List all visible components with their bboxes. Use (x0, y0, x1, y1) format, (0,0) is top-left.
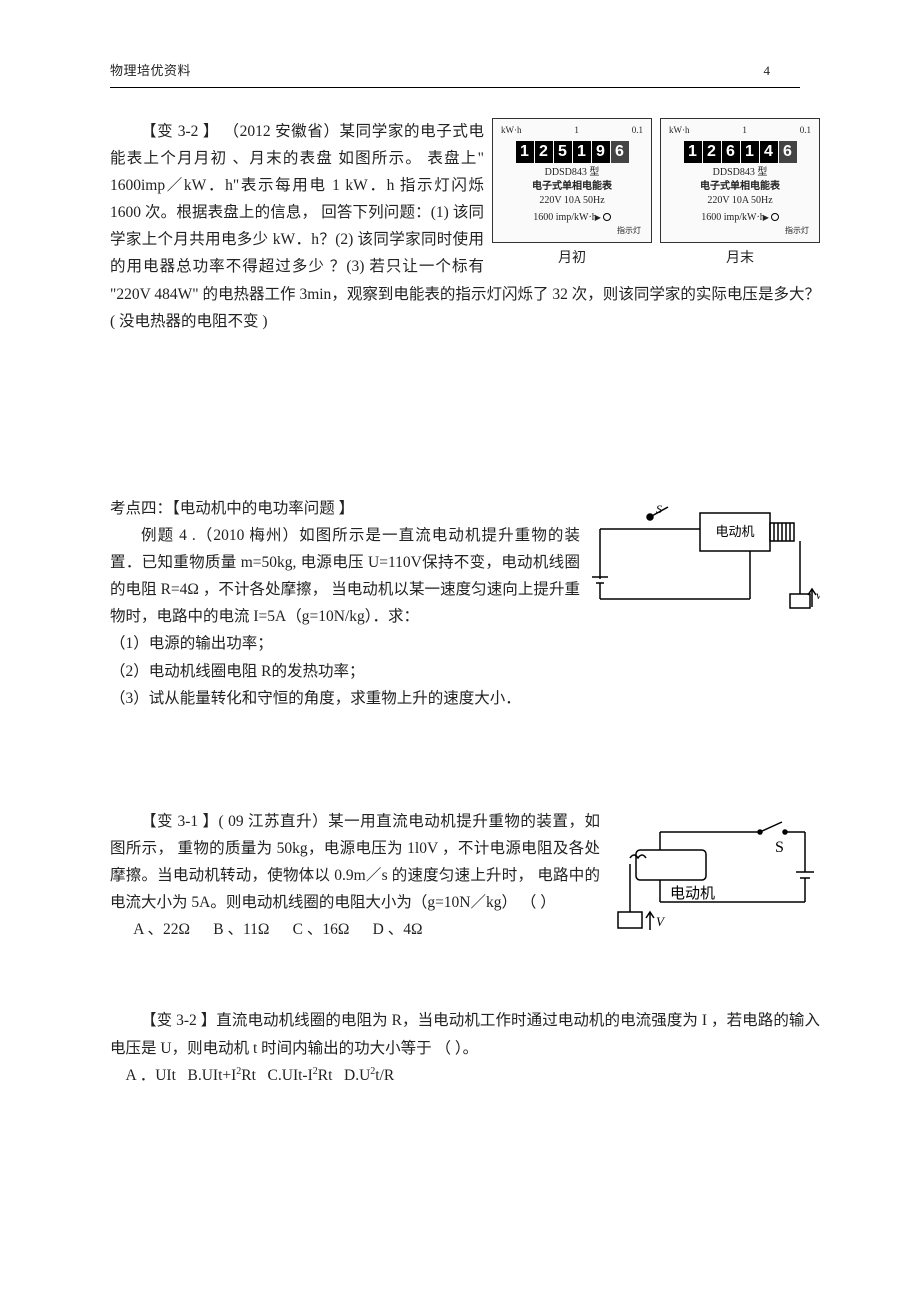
meter-name: 电子式单相电能表 (667, 180, 813, 193)
motor-figure-2: S 电动机 V (610, 812, 820, 942)
switch-label: S (656, 502, 662, 516)
superscript: 2 (370, 1065, 375, 1076)
q2-p1: （1）电源的输出功率； (110, 630, 820, 657)
meter-figure: kW·h 1 0.1 1 2 5 1 9 6 (484, 118, 820, 276)
digit: 1 (684, 141, 702, 163)
meter-model: DDSD843 型 (499, 166, 645, 179)
content: kW·h 1 0.1 1 2 5 1 9 6 (110, 118, 820, 1089)
meter-end-wrap: kW·h 1 0.1 1 2 6 1 4 6 (660, 118, 820, 272)
meter-end-digits: 1 2 6 1 4 6 (667, 141, 813, 163)
digit: 6 (722, 141, 740, 163)
digit: 2 (703, 141, 721, 163)
meter-name: 电子式单相电能表 (499, 180, 645, 193)
q4-options: A ．UIt B.UIt+I2Rt C.UIt-I2Rt D.U2t/R (126, 1062, 821, 1089)
motor-label: 电动机 (670, 885, 715, 902)
page-header: 物理培优资料 4 (110, 60, 800, 88)
q4-lead: 【变 3-2 】直流电动机线圈的电阻为 R，当电动机工作时通过电动机的电流强度为… (110, 1007, 820, 1061)
digit: 4 (760, 141, 778, 163)
page: 物理培优资料 4 kW·h 1 0.1 (0, 0, 920, 1301)
meter-unit: kW·h (669, 123, 690, 139)
page-number: 4 (764, 60, 771, 83)
meter-unit: kW·h (501, 123, 522, 139)
superscript: 2 (236, 1065, 241, 1076)
digit: 6 (779, 141, 797, 163)
digit: 1 (573, 141, 591, 163)
velocity-label: v (816, 588, 820, 602)
digit: 5 (554, 141, 572, 163)
meter-rating: 220V 10A 50Hz (499, 194, 645, 207)
led-icon (771, 213, 779, 221)
meter-scale-1: 1 (574, 123, 579, 139)
meter-rating: 220V 10A 50Hz (667, 194, 813, 207)
digit: 2 (535, 141, 553, 163)
meter-start-wrap: kW·h 1 0.1 1 2 5 1 9 6 (492, 118, 652, 272)
motor-label: 电动机 (715, 524, 754, 539)
meter-scale-01: 0.1 (632, 123, 643, 139)
digit: 6 (611, 141, 629, 163)
q2-p3: （3）试从能量转化和守恒的角度，求重物上升的速度大小． (110, 685, 820, 712)
q3-optB: B 、11Ω (213, 921, 269, 938)
switch-label: S (775, 839, 784, 856)
meter-end-caption: 月末 (660, 247, 820, 272)
digit: 1 (516, 141, 534, 163)
question-2-block: 电动机 S v 考点四：【电动机中的电功率问题 】 例题 4 .（2010 梅州… (110, 495, 820, 712)
meter-led-label: 指示灯 (499, 224, 645, 238)
q2-p2: （2）电动机线圈电阻 R的发热功率； (110, 658, 820, 685)
meter-start-digits: 1 2 5 1 9 6 (499, 141, 645, 163)
meter-imp: 1600 imp/kW·h (533, 209, 597, 227)
superscript: 2 (313, 1065, 318, 1076)
header-label: 物理培优资料 (110, 60, 191, 83)
meter-end: kW·h 1 0.1 1 2 6 1 4 6 (660, 118, 820, 243)
meter-led-label: 指示灯 (667, 224, 813, 238)
meter-start-caption: 月初 (492, 247, 652, 272)
digit: 1 (741, 141, 759, 163)
meter-start: kW·h 1 0.1 1 2 5 1 9 6 (492, 118, 652, 243)
meter-scale-1: 1 (742, 123, 747, 139)
q3-optA: A 、22Ω (133, 921, 190, 938)
motor-figure-1: 电动机 S v (590, 499, 820, 619)
q3-optC: C 、16Ω (293, 921, 350, 938)
meter-imp: 1600 imp/kW·h (701, 209, 765, 227)
question-3-block: S 电动机 V 【变 3-1 】( 09 江苏直升）某一用直流电动机提升重物的装… (110, 808, 820, 944)
led-icon (603, 213, 611, 221)
meter-scale-01: 0.1 (800, 123, 811, 139)
question-4-block: 【变 3-2 】直流电动机线圈的电阻为 R，当电动机工作时通过电动机的电流强度为… (110, 1007, 820, 1088)
digit: 9 (592, 141, 610, 163)
q3-optD: D 、4Ω (373, 921, 423, 938)
question-1-block: kW·h 1 0.1 1 2 5 1 9 6 (110, 118, 820, 335)
meter-model: DDSD843 型 (667, 166, 813, 179)
velocity-label: V (656, 914, 666, 929)
